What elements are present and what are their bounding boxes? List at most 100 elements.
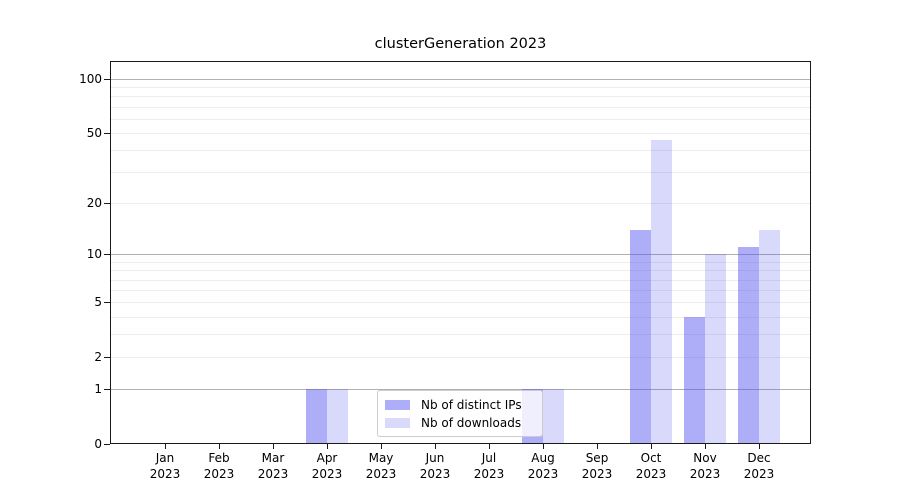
gridline-minor-90 (110, 87, 811, 88)
legend-label-distinct-ips: Nb of distinct IPs (421, 397, 522, 412)
x-tick-year: 2023 (581, 466, 613, 481)
x-tick-mark-feb (219, 444, 220, 449)
gridline-major-1 (110, 389, 811, 390)
x-tick-month: Mar (261, 451, 285, 465)
gridline-minor-5 (110, 302, 811, 303)
x-tick-label-aug: Aug 2023 (513, 451, 573, 482)
x-tick-year: 2023 (689, 466, 721, 481)
legend-swatch-distinct-ips (385, 399, 410, 410)
x-tick-mark-jan (165, 444, 166, 449)
bar-nov-distinct-ips (684, 317, 705, 444)
x-tick-mark-jul (489, 444, 490, 449)
bar-nov-downloads (705, 254, 726, 444)
gridline-minor-60 (110, 119, 811, 120)
x-tick-year: 2023 (743, 466, 775, 481)
y-tick-label-20: 20 (86, 196, 102, 210)
legend-swatch-downloads (385, 417, 410, 428)
x-tick-mark-mar (273, 444, 274, 449)
x-tick-year: 2023 (149, 466, 181, 481)
bar-oct-downloads (651, 140, 672, 444)
y-tick-mark-2 (104, 357, 110, 358)
y-tick-mark-5 (104, 302, 110, 303)
x-tick-mark-nov (705, 444, 706, 449)
gridline-minor-40 (110, 150, 811, 151)
bar-apr-distinct-ips (306, 389, 327, 444)
y-tick-mark-20 (104, 203, 110, 204)
y-tick-mark-0 (104, 444, 110, 445)
x-tick-mark-oct (651, 444, 652, 449)
legend-entry-distinct-ips: Nb of distinct IPs (385, 398, 534, 412)
x-tick-month: Dec (747, 451, 771, 465)
x-tick-year: 2023 (257, 466, 289, 481)
y-tick-label-1: 1 (94, 382, 102, 396)
gridline-major-100 (110, 79, 811, 80)
y-tick-mark-10 (104, 254, 110, 255)
gridline-minor-4 (110, 317, 811, 318)
x-tick-label-jul: Jul 2023 (459, 451, 519, 482)
x-tick-mark-may (381, 444, 382, 449)
gridline-minor-9 (110, 262, 811, 263)
x-tick-month: Sep (585, 451, 609, 465)
gridline-minor-2 (110, 357, 811, 358)
x-tick-label-jun: Jun 2023 (405, 451, 465, 482)
x-tick-month: May (368, 451, 394, 465)
bar-dec-downloads (759, 230, 780, 444)
y-tick-label-50: 50 (86, 126, 102, 140)
x-tick-mark-jun (435, 444, 436, 449)
gridline-major-10 (110, 254, 811, 255)
y-tick-label-10: 10 (86, 247, 102, 261)
gridline-minor-6 (110, 290, 811, 291)
x-tick-month: Oct (640, 451, 662, 465)
x-tick-label-dec: Dec 2023 (729, 451, 789, 482)
y-tick-label-5: 5 (94, 295, 102, 309)
x-tick-year: 2023 (635, 466, 667, 481)
gridline-minor-70 (110, 107, 811, 108)
legend-entry-downloads: Nb of downloads (385, 416, 534, 430)
gridline-minor-8 (110, 270, 811, 271)
x-tick-label-sep: Sep 2023 (567, 451, 627, 482)
y-tick-label-2: 2 (94, 350, 102, 364)
y-tick-label-0: 0 (94, 437, 102, 451)
gridline-minor-3 (110, 334, 811, 335)
gridline-minor-20 (110, 203, 811, 204)
x-tick-month: Apr (316, 451, 338, 465)
gridline-minor-50 (110, 133, 811, 134)
x-tick-mark-sep (597, 444, 598, 449)
x-tick-year: 2023 (311, 466, 343, 481)
gridline-minor-80 (110, 96, 811, 97)
x-tick-mark-aug (543, 444, 544, 449)
x-tick-label-mar: Mar 2023 (243, 451, 303, 482)
x-tick-label-apr: Apr 2023 (297, 451, 357, 482)
bar-apr-downloads (327, 389, 348, 444)
x-tick-month: Jan (155, 451, 175, 465)
x-tick-year: 2023 (365, 466, 397, 481)
x-tick-month: Aug (531, 451, 555, 465)
x-tick-year: 2023 (419, 466, 451, 481)
x-tick-mark-apr (327, 444, 328, 449)
x-tick-year: 2023 (473, 466, 505, 481)
x-tick-label-nov: Nov 2023 (675, 451, 735, 482)
legend-label-downloads: Nb of downloads (421, 415, 522, 430)
bar-oct-distinct-ips (630, 230, 651, 444)
x-tick-label-oct: Oct 2023 (621, 451, 681, 482)
gridline-minor-7 (110, 280, 811, 281)
x-tick-year: 2023 (203, 466, 235, 481)
x-tick-label-feb: Feb 2023 (189, 451, 249, 482)
gridline-minor-30 (110, 172, 811, 173)
y-tick-mark-50 (104, 133, 110, 134)
bar-aug-downloads (543, 389, 564, 444)
y-tick-label-100: 100 (79, 72, 102, 86)
x-tick-month: Nov (693, 451, 717, 465)
y-tick-mark-1 (104, 389, 110, 390)
x-tick-month: Feb (208, 451, 230, 465)
x-tick-year: 2023 (527, 466, 559, 481)
x-tick-label-jan: Jan 2023 (135, 451, 195, 482)
chart-title: clusterGeneration 2023 (374, 36, 547, 52)
x-tick-month: Jun (425, 451, 445, 465)
bar-dec-distinct-ips (738, 247, 759, 444)
legend: Nb of distinct IPs Nb of downloads (377, 390, 543, 437)
x-tick-label-may: May 2023 (351, 451, 411, 482)
x-tick-month: Jul (481, 451, 497, 465)
y-tick-mark-100 (104, 79, 110, 80)
